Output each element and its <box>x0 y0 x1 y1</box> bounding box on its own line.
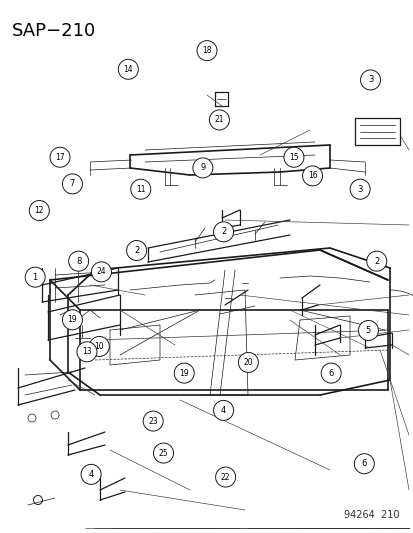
Text: 11: 11 <box>136 185 145 193</box>
Circle shape <box>174 363 194 383</box>
Text: 5: 5 <box>365 326 370 335</box>
Circle shape <box>320 363 340 383</box>
Text: 23: 23 <box>148 417 158 425</box>
Text: 12: 12 <box>35 206 44 215</box>
Circle shape <box>283 147 303 167</box>
Text: 6: 6 <box>361 459 366 468</box>
Text: 7: 7 <box>70 180 75 188</box>
Circle shape <box>126 240 146 261</box>
Text: SAP−210: SAP−210 <box>12 22 96 40</box>
Circle shape <box>197 41 216 61</box>
Text: 24: 24 <box>96 268 106 276</box>
Circle shape <box>238 352 258 373</box>
Text: 20: 20 <box>243 358 253 367</box>
Text: 3: 3 <box>367 76 372 84</box>
Text: 25: 25 <box>158 449 168 457</box>
Circle shape <box>77 342 97 362</box>
Text: 16: 16 <box>307 172 317 180</box>
Text: 17: 17 <box>55 153 65 161</box>
Text: 19: 19 <box>179 369 189 377</box>
Circle shape <box>62 310 82 330</box>
Circle shape <box>131 179 150 199</box>
Text: 2: 2 <box>134 246 139 255</box>
Circle shape <box>192 158 212 178</box>
Text: 1: 1 <box>33 273 38 281</box>
Circle shape <box>62 174 82 194</box>
Text: 13: 13 <box>82 348 92 356</box>
Circle shape <box>91 262 111 282</box>
Circle shape <box>302 166 322 186</box>
Circle shape <box>143 411 163 431</box>
Text: 2: 2 <box>373 257 378 265</box>
Circle shape <box>215 467 235 487</box>
Text: 9: 9 <box>200 164 205 172</box>
Text: 10: 10 <box>94 342 104 351</box>
Circle shape <box>209 110 229 130</box>
Text: 4: 4 <box>221 406 225 415</box>
Circle shape <box>89 336 109 357</box>
Text: 15: 15 <box>288 153 298 161</box>
Text: 8: 8 <box>76 257 81 265</box>
Circle shape <box>213 222 233 242</box>
Circle shape <box>118 59 138 79</box>
Circle shape <box>358 320 377 341</box>
Circle shape <box>69 251 88 271</box>
Text: 94264  210: 94264 210 <box>344 510 399 520</box>
Circle shape <box>50 147 70 167</box>
Circle shape <box>153 443 173 463</box>
Circle shape <box>213 400 233 421</box>
Circle shape <box>354 454 373 474</box>
Text: 4: 4 <box>88 470 93 479</box>
Circle shape <box>349 179 369 199</box>
Text: 6: 6 <box>328 369 333 377</box>
Text: 22: 22 <box>221 473 230 481</box>
Text: 3: 3 <box>357 185 362 193</box>
Text: 14: 14 <box>123 65 133 74</box>
Text: 2: 2 <box>221 228 225 236</box>
Circle shape <box>29 200 49 221</box>
Circle shape <box>366 251 386 271</box>
Text: 19: 19 <box>67 316 77 324</box>
Circle shape <box>81 464 101 484</box>
Circle shape <box>360 70 380 90</box>
Circle shape <box>25 267 45 287</box>
Text: 21: 21 <box>214 116 223 124</box>
Text: 18: 18 <box>202 46 211 55</box>
